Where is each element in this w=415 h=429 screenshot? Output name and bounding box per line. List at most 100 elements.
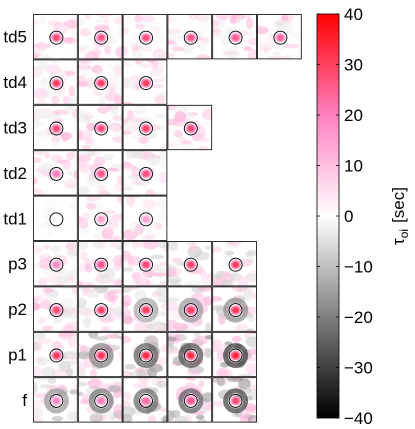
panel-border (77, 195, 123, 241)
texture-blob (143, 199, 157, 210)
texture-blob (33, 342, 43, 352)
texture-blob (115, 86, 123, 96)
texture-blob (125, 150, 135, 160)
texture-blob (229, 14, 238, 25)
texture-blob (195, 414, 205, 420)
texture-blob (158, 296, 168, 304)
texture-blob (245, 336, 257, 348)
texture-blob (94, 24, 110, 32)
texture-blob (48, 295, 57, 304)
texture-blob (246, 272, 257, 281)
texture-blob (174, 415, 188, 423)
panel-td5-6 (257, 14, 302, 60)
hotspot-core (187, 397, 194, 404)
texture-blob (77, 263, 86, 273)
texture-blob (39, 299, 52, 310)
texture-blob (103, 314, 112, 321)
reference-circle (183, 303, 198, 318)
texture-blob (104, 334, 120, 339)
texture-blob (52, 109, 68, 115)
texture-blob (39, 337, 53, 345)
texture-blob (77, 129, 84, 142)
texture-blob (122, 406, 136, 417)
texture-blob (33, 225, 42, 237)
texture-blob (58, 331, 75, 338)
negative-halo (223, 388, 249, 414)
panel-border (167, 104, 213, 151)
reference-circle (94, 30, 109, 45)
texture-blob (70, 97, 78, 105)
texture-blob (50, 154, 63, 162)
reference-circle (49, 257, 64, 272)
panel-f-1 (33, 377, 78, 423)
texture-blob (38, 317, 47, 325)
texture-blob (147, 415, 157, 423)
negative-halo (43, 388, 69, 414)
texture-blob (80, 398, 90, 404)
panel-border (212, 286, 257, 332)
texture-blob (263, 47, 270, 54)
texture-blob (229, 271, 242, 282)
texture-blob (43, 214, 55, 222)
texture-blob (48, 20, 61, 26)
texture-blob (107, 219, 119, 230)
reference-circle (49, 30, 64, 45)
reference-circle (183, 393, 198, 408)
panel-border (77, 377, 123, 423)
texture-blob (79, 108, 86, 117)
texture-blob (33, 188, 44, 196)
hotspot-core (53, 170, 60, 177)
texture-blob (284, 43, 300, 49)
texture-blob (129, 31, 139, 43)
texture-blob (250, 292, 257, 299)
texture-blob (212, 339, 223, 347)
hotspot-core (98, 170, 105, 177)
texture-blob (100, 190, 108, 196)
texture-blob (64, 183, 75, 189)
texture-blob (198, 286, 213, 292)
texture-blob (68, 246, 77, 251)
panel-p2-4 (167, 286, 213, 332)
texture-blob (137, 136, 149, 144)
texture-blob (67, 14, 78, 18)
hotspot-core (98, 216, 105, 223)
reference-circle (139, 257, 153, 272)
texture-blob (33, 210, 38, 218)
texture-blob (282, 21, 295, 31)
texture-blob (198, 380, 205, 387)
texture-blob (131, 166, 141, 177)
texture-blob (133, 105, 148, 114)
texture-blob (79, 59, 94, 64)
panel-border (33, 377, 78, 423)
reference-circle (49, 121, 64, 136)
texture-blob (56, 275, 69, 285)
texture-blob (249, 30, 256, 39)
texture-blob (152, 32, 165, 45)
texture-blob (227, 241, 238, 246)
hotspot-core (98, 352, 105, 359)
texture-blob (147, 221, 159, 229)
texture-blob (85, 202, 96, 210)
texture-blob (80, 251, 88, 261)
colorbar-tick-label: 40 (344, 5, 363, 24)
texture-blob (33, 199, 37, 204)
panel-border (122, 241, 168, 287)
texture-blob (114, 235, 121, 242)
texture-blob (35, 130, 50, 137)
panel-border (77, 286, 123, 332)
texture-blob (53, 267, 68, 278)
texture-blob (133, 150, 145, 158)
texture-blob (102, 326, 109, 332)
texture-blob (154, 94, 166, 104)
texture-blob (143, 46, 152, 53)
hotspot-core (53, 261, 60, 268)
reference-circle (228, 348, 243, 363)
texture-blob (273, 18, 290, 30)
texture-blob (77, 297, 87, 308)
panel-border (122, 331, 168, 378)
texture-blob (71, 286, 78, 295)
texture-blob (122, 40, 136, 49)
hotspot-core (142, 125, 150, 132)
hotspot-core (142, 170, 150, 177)
